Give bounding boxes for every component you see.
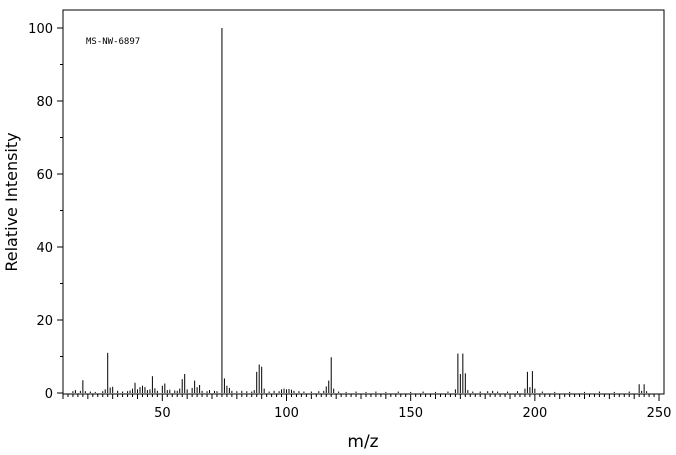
x-axis-label: m/z — [347, 432, 378, 452]
spectrum-annotation: MS-NW-6897 — [86, 37, 140, 47]
y-axis-label: Relative Intensity — [2, 132, 21, 271]
x-tick-label: 150 — [398, 406, 423, 421]
y-tick-label: 80 — [36, 95, 53, 110]
plot-frame — [62, 9, 665, 395]
y-axis-ticks: 0 20 40 60 80 100 — [28, 22, 63, 402]
y-tick-label: 40 — [36, 241, 53, 256]
y-tick-label: 20 — [36, 314, 53, 329]
y-tick-label: 100 — [28, 22, 53, 37]
peak-series — [72, 28, 648, 393]
y-tick-label: 60 — [36, 168, 53, 183]
x-tick-label: 50 — [154, 406, 171, 421]
x-axis-ticks: 50 100 150 200 250 — [62, 394, 672, 421]
x-tick-label: 100 — [274, 406, 299, 421]
y-tick-label: 0 — [45, 387, 53, 402]
x-tick-label: 250 — [647, 406, 672, 421]
x-tick-label: 200 — [522, 406, 547, 421]
